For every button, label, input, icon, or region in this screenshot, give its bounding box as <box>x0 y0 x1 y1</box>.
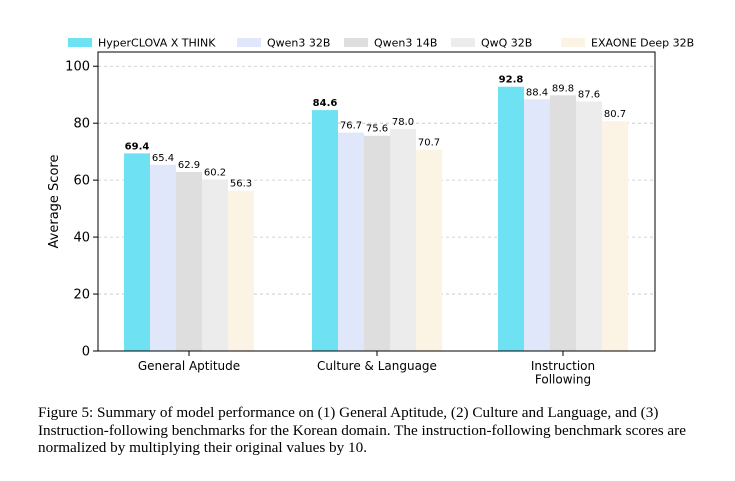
legend-swatch-1 <box>237 38 261 47</box>
bar-s3-c2 <box>576 101 602 351</box>
x-category-label-2-1: Following <box>535 373 591 387</box>
value-label-s2-c0: 62.9 <box>178 160 200 171</box>
y-tick-label-2: 40 <box>73 231 90 246</box>
value-label-s2-c2: 89.8 <box>552 83 574 94</box>
bar-s3-c0 <box>202 179 228 351</box>
bar-s4-c0 <box>228 190 254 351</box>
bar-s2-c1 <box>364 135 390 351</box>
legend-swatch-3 <box>451 38 475 47</box>
bar-s4-c2 <box>602 121 628 351</box>
bar-s3-c1 <box>390 128 416 351</box>
y-tick-label-4: 80 <box>73 117 90 132</box>
bar-s0-c2 <box>498 86 524 351</box>
value-label-s1-c2: 88.4 <box>526 87 548 98</box>
bar-s2-c2 <box>550 95 576 351</box>
bar-s0-c1 <box>312 110 338 351</box>
bar-s0-c0 <box>124 153 150 351</box>
value-label-s0-c1: 84.6 <box>313 98 338 109</box>
legend-swatch-2 <box>344 38 368 47</box>
value-label-s4-c2: 80.7 <box>604 109 626 120</box>
y-tick-label-3: 60 <box>73 174 90 189</box>
x-category-label-0-0: General Aptitude <box>138 359 240 373</box>
value-label-s3-c0: 60.2 <box>204 168 226 179</box>
x-category-label-2-0: Instruction <box>531 359 595 373</box>
value-label-s4-c0: 56.3 <box>230 179 252 190</box>
legend-label-2: Qwen3 14B <box>374 37 437 50</box>
value-label-s4-c1: 70.7 <box>418 138 440 149</box>
legend-label-4: EXAONE Deep 32B <box>591 37 694 50</box>
bar-s1-c1 <box>338 132 364 351</box>
value-label-s0-c2: 92.8 <box>499 75 524 86</box>
value-label-s1-c0: 65.4 <box>152 153 174 164</box>
bar-s4-c1 <box>416 149 442 351</box>
value-label-s3-c2: 87.6 <box>578 90 600 101</box>
legend-label-1: Qwen3 32B <box>267 37 330 50</box>
bar-chart: 69.4 84.6 92.8 65.4 76.7 88.4 62.9 75.6 89.8 60.2… <box>47 37 694 387</box>
figure-caption: Figure 5: Summary of model performance o… <box>38 404 686 456</box>
legend-label-0: HyperCLOVA X THINK <box>98 37 216 50</box>
value-label-s0-c0: 69.4 <box>125 141 150 152</box>
bar-s1-c0 <box>150 164 176 351</box>
y-tick-label-1: 20 <box>73 288 90 303</box>
y-tick-label-5: 100 <box>65 60 90 75</box>
value-label-s3-c1: 78.0 <box>392 117 414 128</box>
bar-s2-c0 <box>176 171 202 351</box>
legend-label-3: QwQ 32B <box>481 37 532 50</box>
legend-swatch-4 <box>561 38 585 47</box>
value-label-s1-c1: 76.7 <box>340 121 362 132</box>
y-tick-label-0: 0 <box>82 345 90 360</box>
y-axis-title: Average Score <box>47 155 62 249</box>
bar-s1-c2 <box>524 99 550 351</box>
x-category-label-1-0: Culture & Language <box>317 359 437 373</box>
legend-swatch-0 <box>68 38 92 47</box>
value-label-s2-c1: 75.6 <box>366 124 388 135</box>
